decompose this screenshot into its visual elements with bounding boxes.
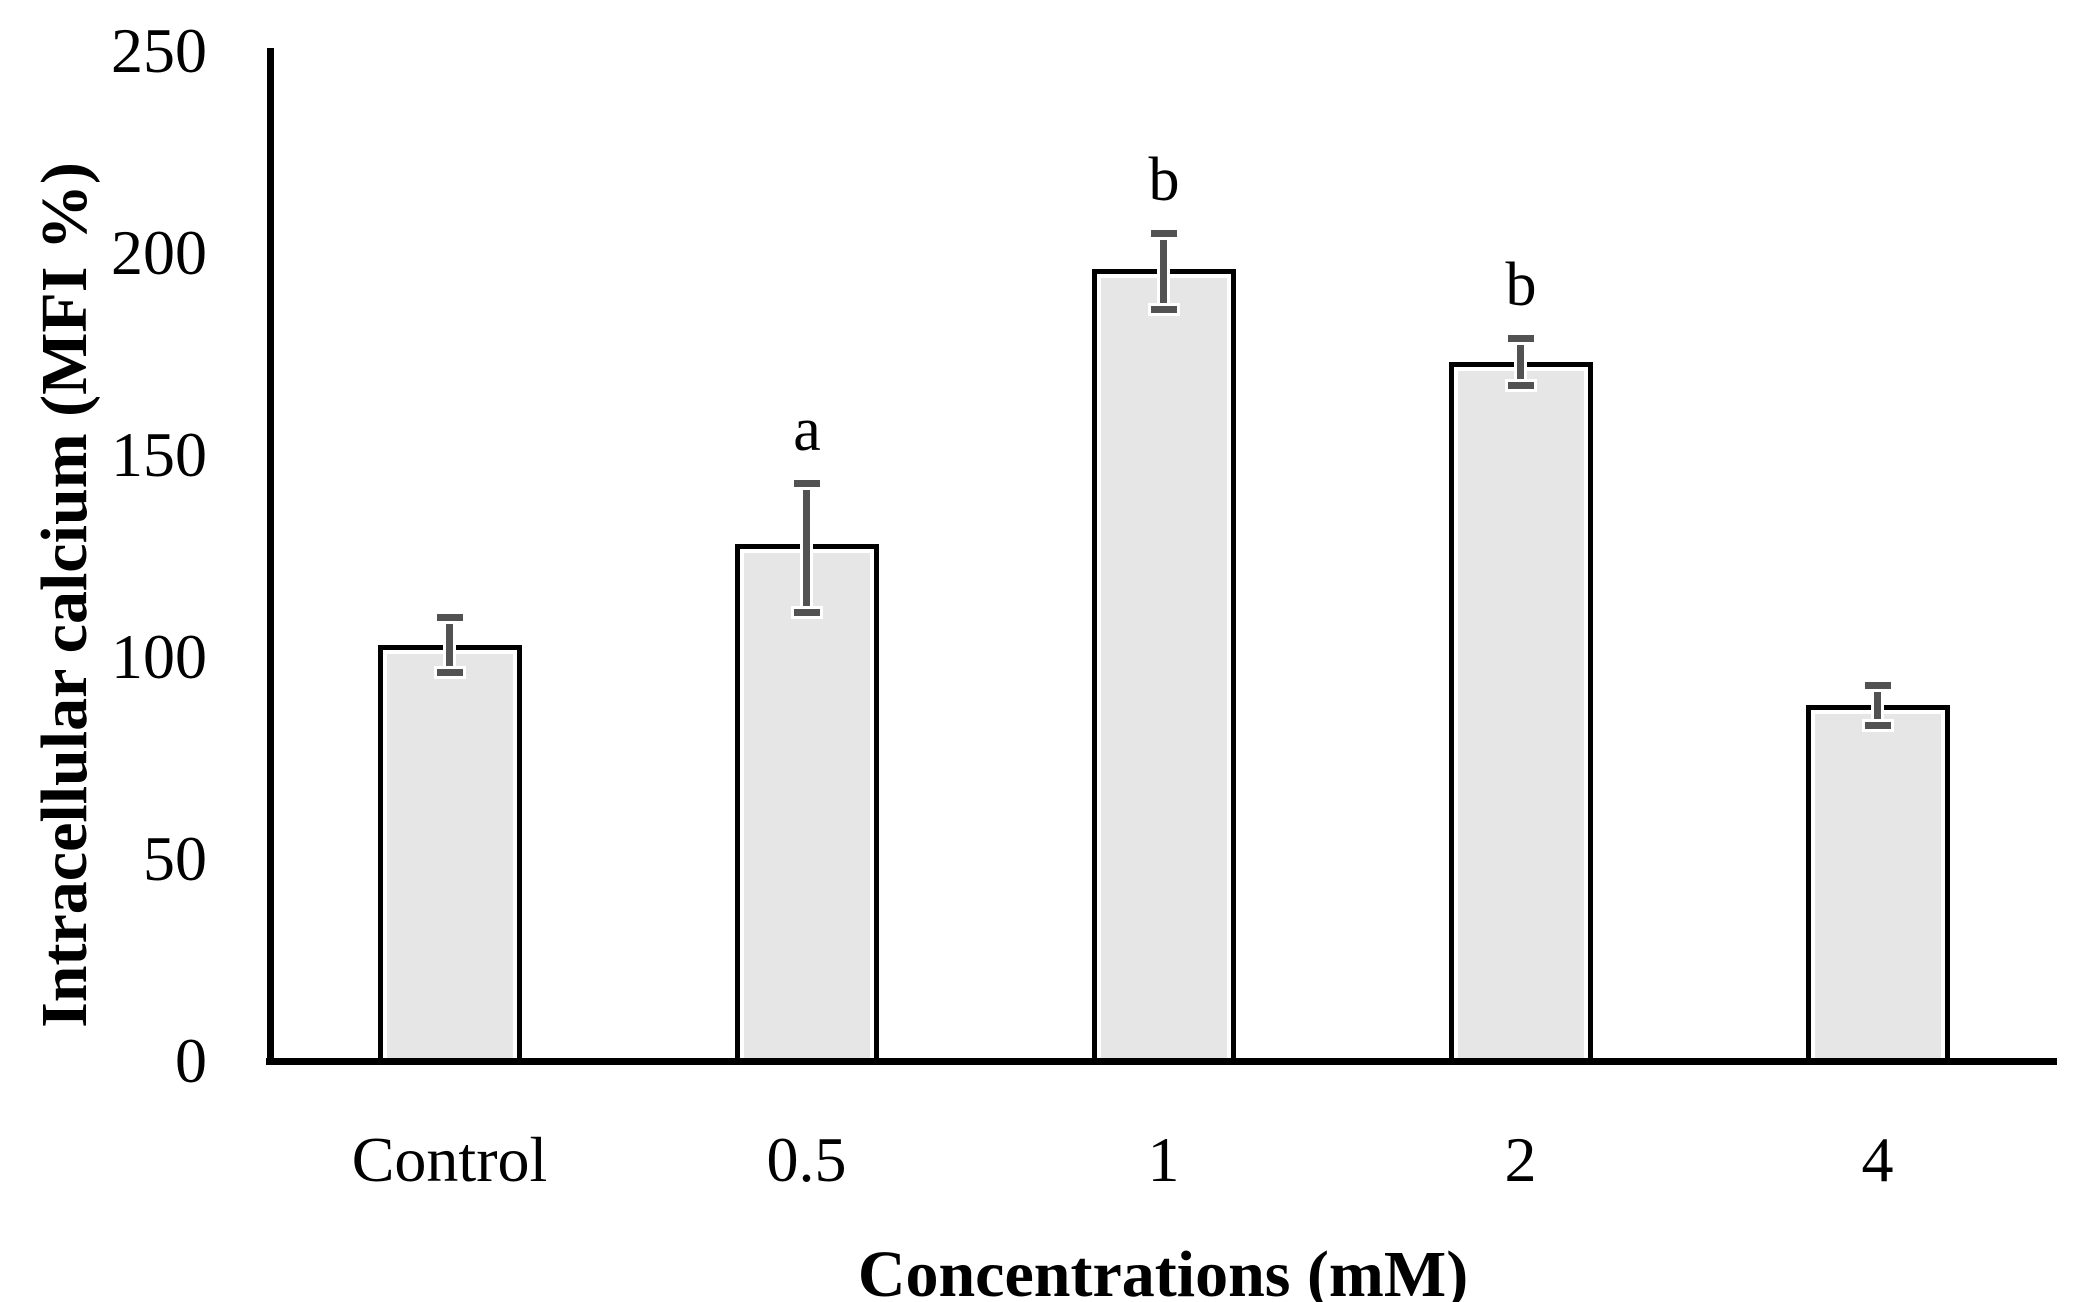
error-cap-top [437,614,463,621]
error-cap-top [1508,335,1534,342]
y-tick-label: 250 [111,15,207,86]
error-cap-top [794,480,820,487]
error-bar [446,617,453,674]
bar [1092,269,1236,1065]
x-axis-title: Concentrations (mM) [857,1238,1469,1302]
y-tick-label: 0 [175,1025,207,1096]
error-bar [1874,685,1881,725]
bar [378,645,522,1065]
y-tick-label: 100 [111,621,207,692]
error-bar [1160,233,1167,310]
y-axis-title: Intracellular calcium (MFI %) [28,162,101,1028]
bar [1449,362,1593,1065]
error-cap-bottom [1151,306,1177,313]
y-tick-label: 50 [143,823,207,894]
error-bar [803,483,810,612]
error-bar [1517,338,1524,386]
error-cap-bottom [437,669,463,676]
error-cap-top [1865,682,1891,689]
error-cap-bottom [1865,722,1891,729]
x-tick-label: Control [351,1124,548,1195]
significance-letter: b [1148,146,1180,214]
significance-letter: b [1505,251,1537,319]
x-tick-label: 4 [1861,1124,1894,1195]
error-cap-top [1151,230,1177,237]
error-cap-bottom [794,609,820,616]
bar [1806,705,1950,1065]
y-axis-line [267,48,274,1065]
y-tick-label: 150 [111,419,207,490]
y-tick-label: 200 [111,217,207,288]
error-cap-bottom [1508,382,1534,389]
x-tick-label: 1 [1147,1124,1180,1195]
x-axis-line [266,1058,2057,1065]
bar [735,544,879,1065]
x-tick-label: 2 [1504,1124,1537,1195]
significance-letter: a [793,396,821,464]
x-tick-label: 0.5 [766,1124,847,1195]
